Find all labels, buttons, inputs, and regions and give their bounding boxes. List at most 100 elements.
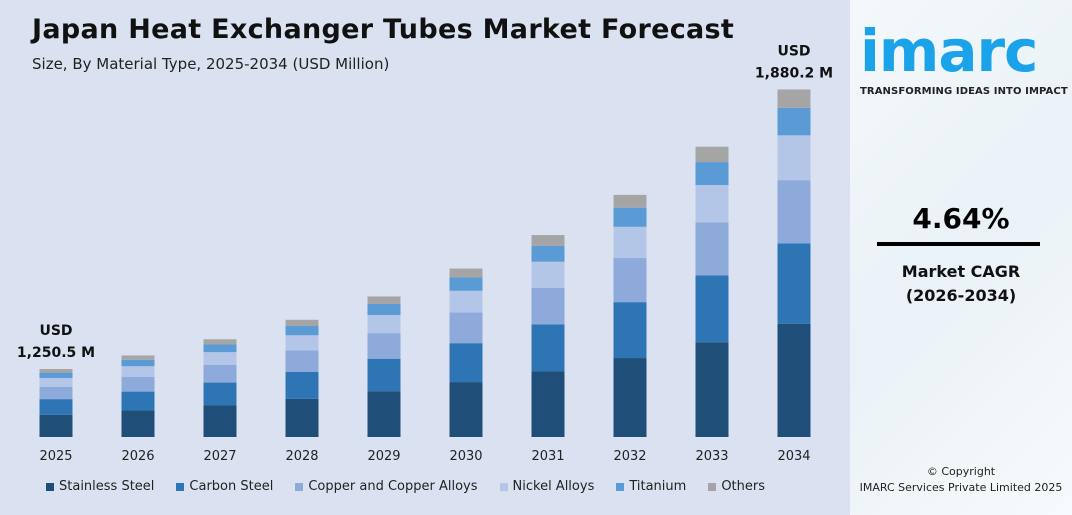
bar-segment-titanium xyxy=(531,245,565,262)
copyright: © Copyright IMARC Services Private Limit… xyxy=(850,464,1072,496)
bar-segment-stainless-steel xyxy=(777,323,811,437)
bar-segment-titanium xyxy=(367,303,401,316)
legend-swatch xyxy=(499,482,508,491)
x-tick-label: 2025 xyxy=(39,449,72,464)
bar-segment-carbon-steel xyxy=(39,399,73,415)
bar-segment-copper-and-copper-alloys xyxy=(613,258,647,303)
x-tick-label: 2030 xyxy=(449,449,482,464)
bar-segment-nickel-alloys xyxy=(39,377,73,387)
bar-segment-carbon-steel xyxy=(203,382,237,406)
legend-swatch xyxy=(46,482,54,491)
x-tick-label: 2031 xyxy=(531,449,564,464)
bar-segment-stainless-steel xyxy=(39,414,73,437)
bar-segment-carbon-steel xyxy=(777,243,811,324)
side-panel: imarc TRANSFORMING IDEAS INTO IMPACT 4.6… xyxy=(850,0,1072,515)
x-tick-label: 2032 xyxy=(613,449,646,464)
copyright-owner: IMARC Services Private Limited 2025 xyxy=(859,481,1063,494)
chart-subtitle: Size, By Material Type, 2025-2034 (USD M… xyxy=(32,55,390,73)
x-tick-label: 2026 xyxy=(121,449,154,464)
bar-segment-stainless-steel xyxy=(613,358,647,437)
legend-swatch xyxy=(176,482,185,491)
bar-segment-nickel-alloys xyxy=(695,185,729,223)
logo-tagline: TRANSFORMING IDEAS INTO IMPACT xyxy=(860,86,1068,97)
legend-swatch xyxy=(708,482,717,491)
bar-segment-nickel-alloys xyxy=(777,135,811,181)
bar-segment-copper-and-copper-alloys xyxy=(777,180,811,244)
legend: Stainless Steel Carbon Steel Copper and Co… xyxy=(46,479,765,494)
bar-segment-stainless-steel xyxy=(449,382,483,437)
bar-segment-others xyxy=(39,369,73,373)
chart-panel: Japan Heat Exchanger Tubes Market Foreca… xyxy=(0,0,850,515)
bar-segment-titanium xyxy=(203,344,237,353)
bar-segment-others xyxy=(531,235,565,246)
data-label-currency: USD xyxy=(39,323,72,339)
bar-segment-stainless-steel xyxy=(695,342,729,437)
bar-segment-stainless-steel xyxy=(121,410,155,437)
legend-label: Copper and Copper Alloys xyxy=(308,479,478,494)
bar-segment-carbon-steel xyxy=(121,391,155,411)
bar-segment-nickel-alloys xyxy=(121,366,155,377)
cagr-label: Market CAGR (2026-2034) xyxy=(850,260,1072,308)
cagr-value: 4.64% xyxy=(912,202,1010,235)
bar-segment-others xyxy=(613,194,647,208)
legend-item: Carbon Steel xyxy=(176,479,273,494)
bar-segment-carbon-steel xyxy=(449,343,483,383)
bar-segment-others xyxy=(203,339,237,345)
legend-item: Others xyxy=(708,479,765,494)
legend-label: Others xyxy=(721,479,766,494)
legend-item: Copper and Copper Alloys xyxy=(295,479,478,494)
bar-segment-copper-and-copper-alloys xyxy=(695,222,729,276)
bar-segment-carbon-steel xyxy=(285,371,319,399)
legend-item: Titanium xyxy=(616,479,686,494)
x-tick-label: 2027 xyxy=(203,449,236,464)
bar-segment-copper-and-copper-alloys xyxy=(203,364,237,383)
divider xyxy=(877,242,1040,246)
data-label-currency: USD xyxy=(777,43,810,59)
x-tick-label: 2033 xyxy=(695,449,728,464)
bar-segment-nickel-alloys xyxy=(285,335,319,351)
legend-item: Nickel Alloys xyxy=(499,479,595,494)
cagr-period: (2026-2034) xyxy=(905,286,1017,305)
bar-segment-copper-and-copper-alloys xyxy=(531,287,565,325)
legend-label: Titanium xyxy=(629,479,687,494)
data-label-value: 1,250.5 M xyxy=(17,345,95,361)
bar-segment-titanium xyxy=(613,207,647,227)
bar-segment-titanium xyxy=(285,326,319,336)
bar-segment-copper-and-copper-alloys xyxy=(449,312,483,344)
data-label-value: 1,880.2 M xyxy=(755,65,833,81)
bar-segment-titanium xyxy=(449,277,483,291)
bar-segment-copper-and-copper-alloys xyxy=(367,333,401,359)
bar-segment-carbon-steel xyxy=(367,358,401,392)
chart-title: Japan Heat Exchanger Tubes Market Foreca… xyxy=(32,14,735,45)
bar-segment-copper-and-copper-alloys xyxy=(39,386,73,400)
bar-segment-others xyxy=(367,296,401,304)
legend-swatch xyxy=(616,482,625,491)
copyright-label: © Copyright xyxy=(926,465,996,478)
bar-segment-others xyxy=(285,319,319,327)
bar-segment-others xyxy=(121,355,155,360)
bar-segment-carbon-steel xyxy=(613,302,647,359)
imarc-logo: imarc xyxy=(860,17,1038,85)
bar-segment-titanium xyxy=(121,359,155,367)
bar-segment-nickel-alloys xyxy=(203,352,237,365)
bar-segment-carbon-steel xyxy=(531,324,565,372)
bar-segment-others xyxy=(449,268,483,278)
x-tick-label: 2029 xyxy=(367,449,400,464)
bar-segment-others xyxy=(777,89,811,108)
legend-label: Carbon Steel xyxy=(189,479,274,494)
bar-segment-copper-and-copper-alloys xyxy=(121,376,155,392)
bar-segment-titanium xyxy=(695,162,729,186)
bar-segment-stainless-steel xyxy=(367,391,401,437)
stacked-bar-chart: 2025 USD 1,250.5 M 2026 2027 2028 2029 2030 2031… xyxy=(17,43,833,464)
legend-label: Nickel Alloys xyxy=(512,479,595,494)
bar-segment-titanium xyxy=(39,372,73,378)
bar-segment-copper-and-copper-alloys xyxy=(285,350,319,372)
bar-segment-carbon-steel xyxy=(695,275,729,343)
bar-segment-stainless-steel xyxy=(203,405,237,437)
x-tick-label: 2034 xyxy=(777,449,810,464)
legend-label: Stainless Steel xyxy=(59,479,155,494)
x-tick-label: 2028 xyxy=(285,449,318,464)
bar-segment-nickel-alloys xyxy=(449,290,483,313)
bar-segment-titanium xyxy=(777,107,811,136)
bar-segment-stainless-steel xyxy=(285,398,319,437)
